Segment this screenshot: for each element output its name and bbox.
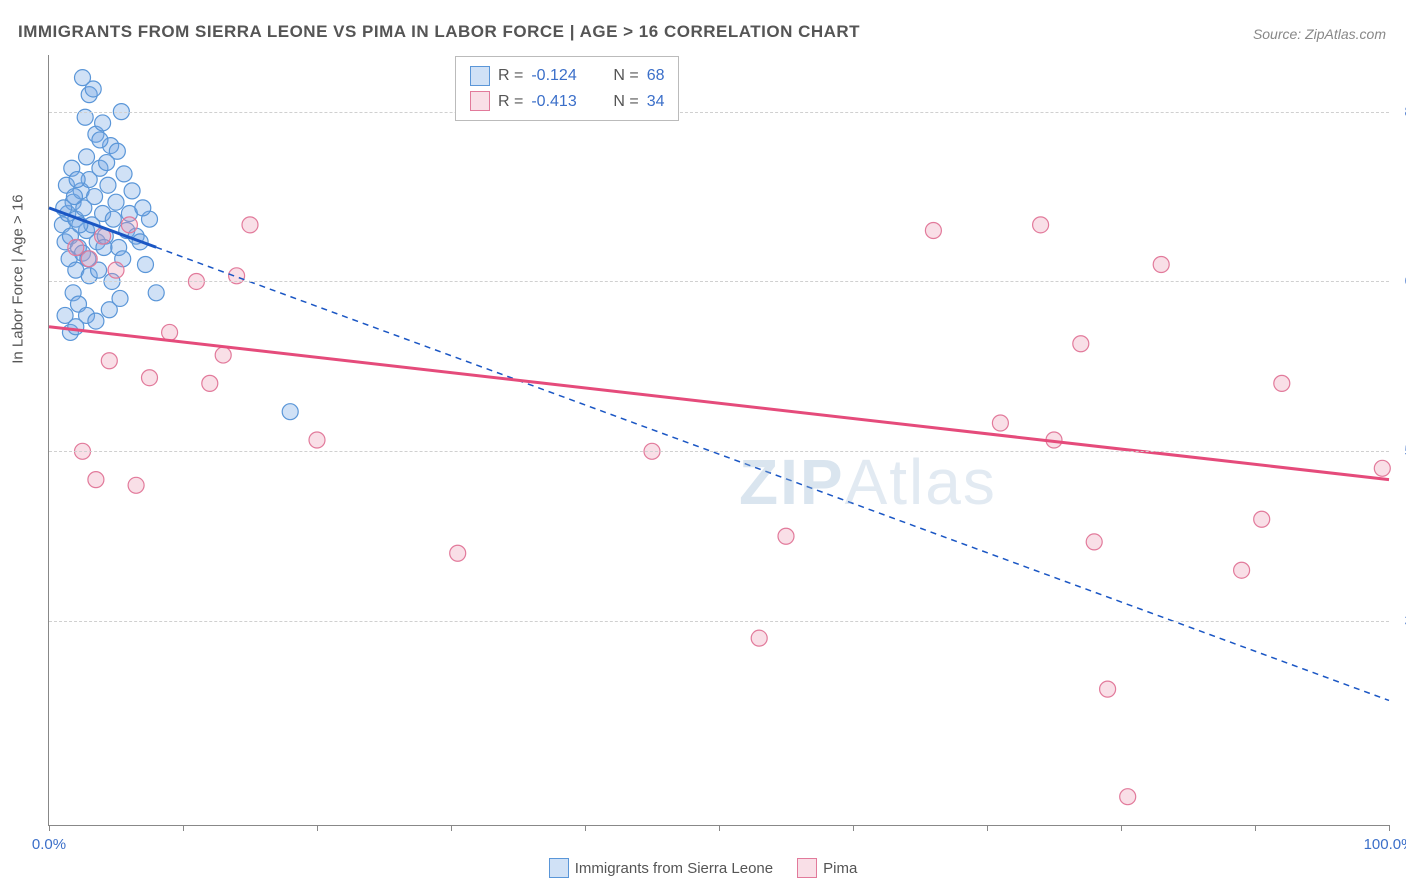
data-point [1274,375,1290,391]
data-point [105,211,121,227]
data-point [1100,681,1116,697]
x-tick [317,825,318,831]
data-point [68,240,84,256]
data-point [68,319,84,335]
data-point [100,177,116,193]
x-tick [585,825,586,831]
legend-item: Pima [797,858,857,878]
x-tick [49,825,50,831]
x-tick [1121,825,1122,831]
x-tick [1389,825,1390,831]
data-point [121,217,137,233]
gridline [49,621,1389,622]
data-point [1234,562,1250,578]
legend-swatch [470,91,490,111]
data-point [112,290,128,306]
gridline [49,451,1389,452]
data-point [85,81,101,97]
data-point [87,189,103,205]
series-legend: Immigrants from Sierra Leone Pima [0,858,1406,882]
chart-title: IMMIGRANTS FROM SIERRA LEONE VS PIMA IN … [18,22,860,42]
data-point [92,132,108,148]
data-point [109,143,125,159]
data-point [95,115,111,131]
data-point [69,172,85,188]
correlation-legend: R =-0.124N =68R =-0.413N =34 [455,56,679,121]
data-point [242,217,258,233]
x-tick-label: 0.0% [32,836,66,853]
legend-row: R =-0.413N =34 [470,89,664,115]
x-tick [1255,825,1256,831]
data-point [1086,534,1102,550]
gridline [49,112,1389,113]
trend-line [49,327,1389,480]
data-point [992,415,1008,431]
x-tick [987,825,988,831]
legend-swatch [549,858,569,878]
data-point [1153,256,1169,272]
x-tick [451,825,452,831]
data-point [1254,511,1270,527]
data-point [1120,789,1136,805]
data-point [135,200,151,216]
data-point [282,404,298,420]
data-point [751,630,767,646]
x-tick-label: 100.0% [1364,836,1406,853]
data-point [309,432,325,448]
scatter-svg [49,55,1389,825]
data-point [108,194,124,210]
data-point [778,528,794,544]
data-point [162,324,178,340]
data-point [148,285,164,301]
x-tick [183,825,184,831]
x-tick [719,825,720,831]
gridline [49,281,1389,282]
data-point [66,189,82,205]
x-tick [853,825,854,831]
data-point [215,347,231,363]
data-point [88,313,104,329]
data-point [137,256,153,272]
chart-container: IMMIGRANTS FROM SIERRA LEONE VS PIMA IN … [0,0,1406,892]
data-point [925,223,941,239]
data-point [116,166,132,182]
y-axis-label: In Labor Force | Age > 16 [10,194,27,363]
data-point [108,262,124,278]
legend-item: Immigrants from Sierra Leone [549,858,773,878]
legend-row: R =-0.124N =68 [470,63,664,89]
data-point [1073,336,1089,352]
data-point [124,183,140,199]
data-point [1033,217,1049,233]
data-point [81,251,97,267]
source-label: Source: ZipAtlas.com [1253,26,1386,42]
legend-swatch [797,858,817,878]
data-point [450,545,466,561]
data-point [79,149,95,165]
data-point [142,370,158,386]
data-point [1374,460,1390,476]
plot-area: ZIPAtlas 35.0%50.0%65.0%80.0%0.0%100.0% [48,55,1389,826]
data-point [202,375,218,391]
data-point [88,472,104,488]
legend-swatch [470,66,490,86]
trend-line-extended [156,247,1389,700]
data-point [128,477,144,493]
data-point [101,353,117,369]
